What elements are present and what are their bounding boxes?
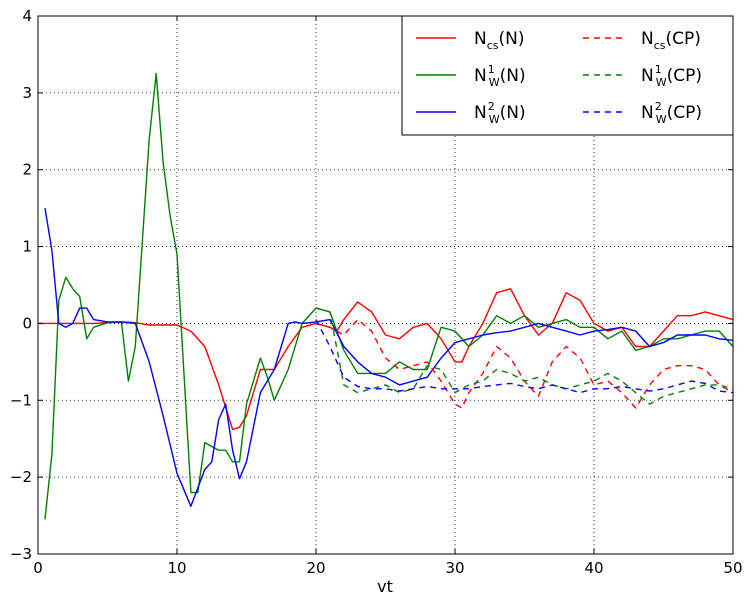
series-layer <box>38 72 734 520</box>
x-tick-label: 0 <box>33 559 43 577</box>
legend: Ncs(N) N1 W(N) N2 W(N) Ncs(CP) N1 W(CP) N2 W(CP) <box>401 15 734 136</box>
legend-label: N2 W(N) <box>474 100 526 126</box>
y-tick-label: 3 <box>22 84 32 102</box>
y-tick-label: −2 <box>10 468 32 486</box>
legend-label: Ncs(N) <box>474 29 524 52</box>
x-axis-label: vt <box>377 577 393 596</box>
x-tick-label: 40 <box>584 559 603 577</box>
legend-box <box>401 15 734 136</box>
y-tick-label: 4 <box>22 7 32 25</box>
y-tick-label: 0 <box>22 314 32 332</box>
legend-label: N2 W(CP) <box>641 100 702 126</box>
series-line-2 <box>44 207 734 507</box>
series-line-3 <box>315 318 734 409</box>
y-tick-label: −3 <box>10 545 32 563</box>
y-tick-label: 2 <box>22 161 32 179</box>
legend-label: N1 W(N) <box>474 63 526 89</box>
series-line-4 <box>315 307 734 405</box>
y-tick-label: −1 <box>10 391 32 409</box>
series-line-0 <box>38 288 734 431</box>
legend-label: Ncs(CP) <box>641 29 701 52</box>
x-tick-label: 50 <box>723 559 742 577</box>
x-tick-label: 20 <box>306 559 325 577</box>
axis-ticks: 0 10 20 30 40 50 −3 −2 −1 0 1 2 3 4 <box>10 7 743 577</box>
y-tick-label: 1 <box>22 238 32 256</box>
x-tick-label: 10 <box>167 559 186 577</box>
x-tick-label: 30 <box>445 559 464 577</box>
grid-lines <box>38 16 733 554</box>
legend-label: N1 W(CP) <box>641 63 702 89</box>
plot-frame <box>37 15 734 555</box>
